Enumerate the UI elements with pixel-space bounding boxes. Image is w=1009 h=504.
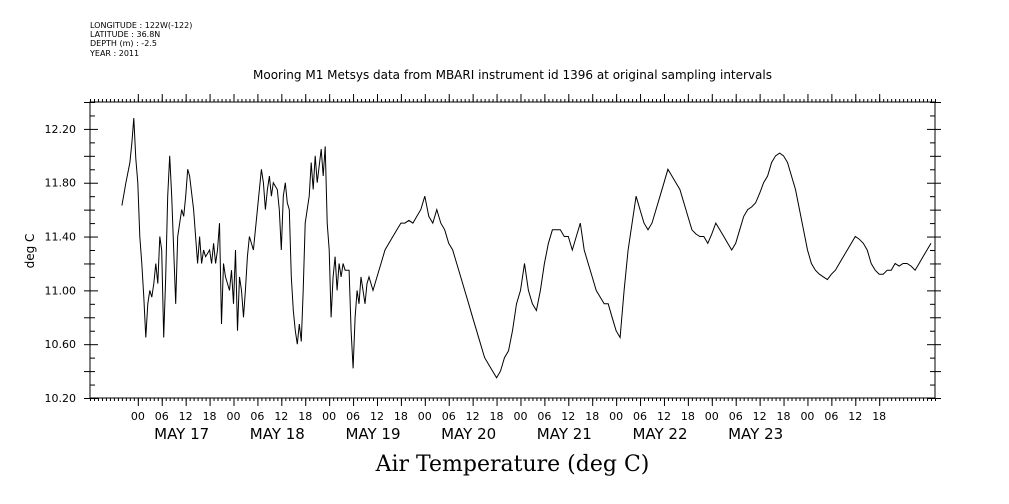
x-tick-label: 12 — [466, 410, 480, 423]
y-tick-label: 10.20 — [45, 392, 77, 405]
day-label: MAY 18 — [250, 425, 305, 443]
x-tick-label: 00 — [131, 410, 145, 423]
x-tick-label: 06 — [442, 410, 456, 423]
chart-ticks — [84, 94, 941, 406]
series-layer — [121, 118, 932, 379]
day-label: MAY 21 — [537, 425, 592, 443]
y-tick-label: 11.40 — [45, 231, 77, 244]
x-tick-label: 12 — [561, 410, 575, 423]
x-tick-label: 18 — [203, 410, 217, 423]
x-tick-label: 00 — [705, 410, 719, 423]
day-label: MAY 23 — [728, 425, 783, 443]
x-tick-label: 12 — [753, 410, 767, 423]
x-tick-label: 12 — [370, 410, 384, 423]
x-axis-label: Air Temperature (deg C) — [375, 452, 650, 477]
x-tick-label: 06 — [633, 410, 647, 423]
x-tick-label: 06 — [824, 410, 838, 423]
day-label: MAY 20 — [441, 425, 496, 443]
y-tick-label: 11.80 — [45, 177, 77, 190]
metadata-year: YEAR : 2011 — [90, 48, 140, 58]
day-label: MAY 22 — [632, 425, 687, 443]
chart-axes — [89, 101, 936, 399]
x-tick-label: 18 — [777, 410, 791, 423]
x-tick-label: 00 — [609, 410, 623, 423]
x-tick-label: 18 — [490, 410, 504, 423]
x-tick-label: 00 — [322, 410, 336, 423]
series-line-air-temperature — [121, 118, 932, 379]
metadata-latitude: LATITUDE : 36.8N — [90, 30, 161, 40]
x-tick-label: 12 — [179, 410, 193, 423]
metadata-depth: DEPTH (m) : -2.5 — [90, 39, 157, 49]
y-tick-label: 11.00 — [45, 284, 77, 297]
x-tick-label: 18 — [394, 410, 408, 423]
x-tick-label: 00 — [513, 410, 527, 423]
y-tick-label: 12.20 — [45, 123, 77, 136]
y-tick-label: 10.60 — [45, 338, 77, 351]
x-tick-label: 12 — [274, 410, 288, 423]
x-tick-label: 06 — [346, 410, 360, 423]
x-tick-label: 18 — [872, 410, 886, 423]
x-tick-label: 00 — [418, 410, 432, 423]
x-tick-label: 12 — [848, 410, 862, 423]
chart-tick-labels: 00 06 12 18 00 06 12 18 00 06 12 18 00 06 12 18 00 06 12 18… — [45, 123, 887, 443]
x-tick-label: 18 — [681, 410, 695, 423]
x-tick-label: 00 — [800, 410, 814, 423]
x-tick-label: 00 — [226, 410, 240, 423]
x-tick-label: 18 — [298, 410, 312, 423]
metadata-block: LONGITUDE : 122W(-122) LATITUDE : 36.8N … — [90, 21, 192, 58]
day-label: MAY 19 — [345, 425, 400, 443]
x-tick-label: 06 — [729, 410, 743, 423]
x-tick-label: 06 — [537, 410, 551, 423]
x-tick-label: 06 — [155, 410, 169, 423]
plot-frame — [89, 101, 936, 399]
x-tick-label: 06 — [250, 410, 264, 423]
x-tick-label: 18 — [585, 410, 599, 423]
metadata-longitude: LONGITUDE : 122W(-122) — [90, 21, 193, 30]
chart-title: Mooring M1 Metsys data from MBARI instru… — [253, 68, 772, 82]
day-label: MAY 17 — [154, 425, 209, 443]
x-tick-label: 12 — [657, 410, 671, 423]
